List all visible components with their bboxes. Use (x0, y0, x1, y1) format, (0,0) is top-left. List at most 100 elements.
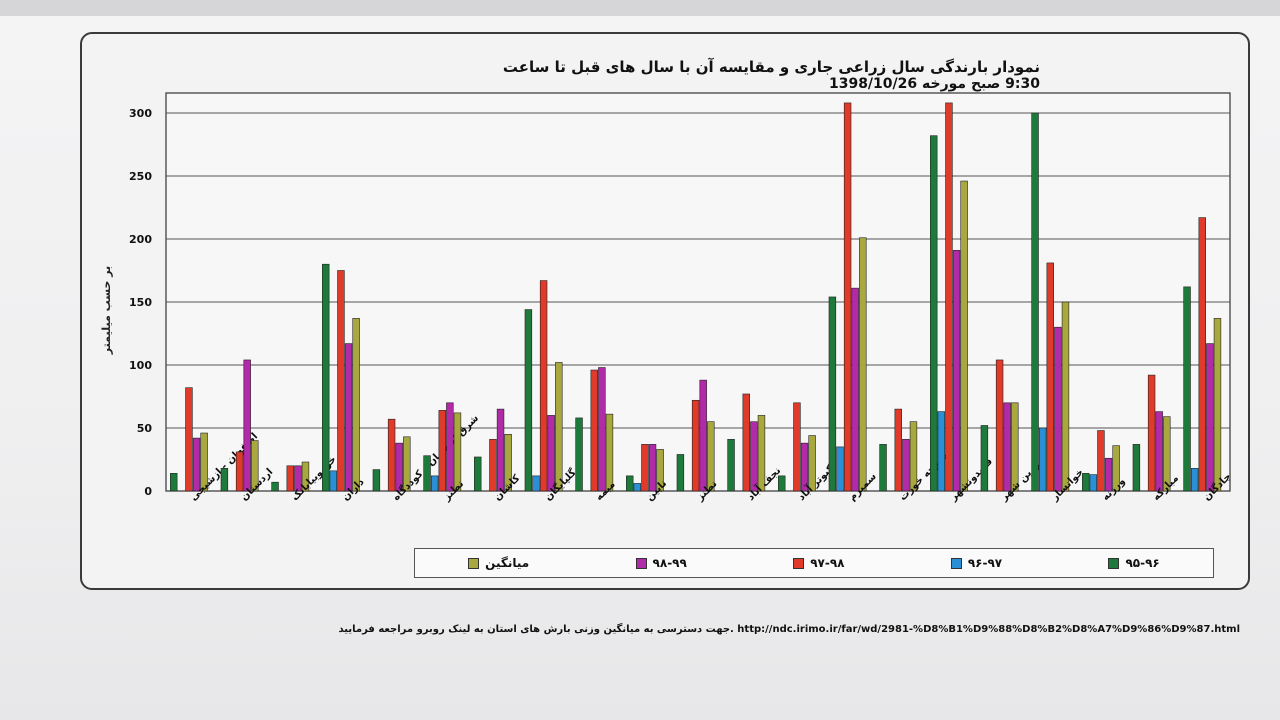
bar-5 (555, 362, 563, 492)
bar-2 (633, 483, 642, 492)
bar-3 (1046, 262, 1054, 492)
bar-5 (352, 318, 360, 492)
bar-1 (423, 455, 431, 492)
legend-item: ۹۵-۹۶ (1108, 556, 1160, 570)
legend-item: ۹۷-۹۸ (793, 556, 844, 570)
bar-5 (757, 415, 766, 492)
y-tick-label: 200 (129, 233, 152, 246)
bar-1 (1082, 473, 1090, 492)
bar-1 (220, 468, 229, 492)
bar-3 (843, 102, 852, 492)
bar-5 (1011, 402, 1019, 492)
bar-2 (1038, 427, 1047, 492)
bar-5 (859, 237, 867, 492)
bar-1 (930, 135, 938, 492)
bar-4 (750, 421, 758, 492)
bar-1 (322, 263, 330, 492)
bar-3 (641, 444, 649, 492)
bar-3 (691, 399, 700, 492)
bar-3 (438, 410, 446, 492)
bar-4 (952, 250, 961, 492)
legend-swatch (635, 557, 647, 569)
bar-1 (980, 425, 989, 492)
bar-3 (1147, 374, 1156, 492)
bar-2 (1190, 468, 1199, 492)
legend-label: ۹۶-۹۷ (967, 556, 1003, 570)
bar-2 (329, 470, 338, 492)
bar-1 (676, 454, 685, 492)
bar-3 (539, 280, 548, 492)
bar-4 (902, 439, 910, 492)
bar-5 (251, 440, 259, 492)
bar-5 (1112, 445, 1120, 492)
bar-4 (648, 444, 657, 492)
legend-swatch (1108, 557, 1120, 569)
bar-1 (524, 309, 533, 492)
bar-4 (192, 437, 201, 492)
legend-swatch (950, 557, 962, 569)
y-tick-label: 150 (129, 296, 152, 309)
bar-4 (496, 408, 505, 492)
bar-5 (707, 421, 715, 492)
bar-3 (945, 102, 953, 492)
legend-label: ۹۷-۹۸ (810, 556, 845, 570)
bar-3 (235, 451, 244, 492)
bar-5 (656, 449, 664, 492)
bar-5 (1213, 318, 1222, 492)
bar-3 (793, 402, 801, 492)
bar-1 (626, 475, 634, 492)
footnote-link-text: جهت دسترسی به میانگین وزنی بارش های استا… (338, 624, 1240, 635)
legend-label: میانگین (485, 556, 530, 570)
bar-4 (598, 367, 606, 492)
bar-5 (453, 412, 462, 492)
bar-2 (532, 475, 540, 492)
bar-4 (1206, 343, 1214, 492)
bar-5 (605, 413, 614, 492)
bar-5 (504, 433, 512, 492)
y-tick-label: 0 (144, 485, 152, 498)
bar-5 (1163, 416, 1171, 492)
bar-1 (879, 444, 887, 492)
bar-5 (808, 435, 816, 492)
bar-3 (590, 369, 598, 492)
bar-1 (1132, 444, 1141, 492)
bar-3 (286, 465, 294, 492)
bar-1 (778, 475, 786, 492)
legend-item: میانگین (468, 556, 529, 570)
bar-3 (894, 408, 902, 492)
bar-5 (200, 432, 208, 492)
bar-3 (489, 439, 497, 492)
y-tick-label: 100 (129, 359, 152, 372)
bar-4 (395, 442, 403, 492)
bar-5 (301, 461, 310, 492)
bar-5 (403, 436, 411, 492)
bar-1 (1183, 286, 1191, 492)
chart-title-line2: 9:30 صبح مورخه 1398/10/26 (828, 76, 1040, 92)
bar-2 (836, 446, 844, 492)
legend-label: ۹۸-۹۹ (652, 556, 687, 570)
bar-3 (1198, 217, 1206, 492)
y-tick-label: 50 (137, 422, 153, 435)
y-axis-label: بر حسب میلیمتر (100, 266, 113, 355)
bar-4 (1104, 457, 1113, 492)
legend-swatch (793, 557, 805, 569)
bar-4 (1054, 326, 1062, 492)
bar-1 (474, 456, 482, 492)
chart-title-line1: نمودار بارندگی سال زراعی جاری و مقایسه آ… (502, 58, 1040, 76)
legend-swatch (468, 557, 480, 569)
bar-1 (828, 296, 837, 492)
bar-5 (909, 421, 918, 492)
bar-1 (271, 481, 279, 492)
bar-3 (1097, 430, 1105, 492)
bar-2 (430, 475, 439, 492)
legend-item: ۹۶-۹۷ (950, 556, 1003, 570)
bar-5 (1061, 301, 1070, 492)
bar-3 (337, 270, 345, 492)
top-band (0, 0, 1280, 16)
bar-1 (727, 439, 735, 492)
bar-4 (699, 379, 707, 492)
bar-2 (1089, 474, 1098, 492)
bar-3 (995, 359, 1004, 492)
bar-3 (742, 393, 750, 492)
